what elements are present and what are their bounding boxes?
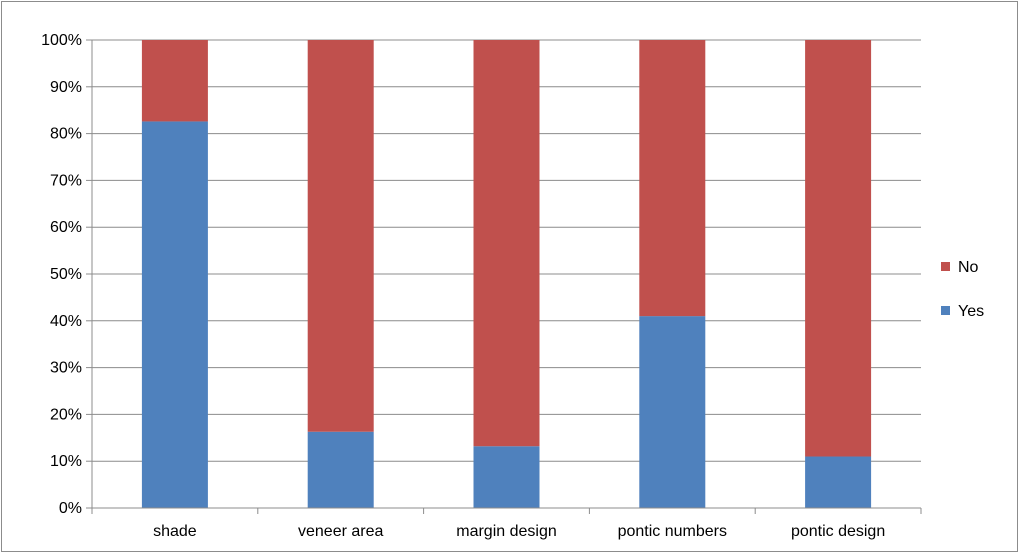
y-axis-ticks: 0% 10% 20% 30% 40% 50% 60% 70% 80% 90% 100%: [41, 32, 92, 517]
bar-yes-shade: [141, 121, 208, 508]
y-tick-label: 80%: [50, 126, 82, 143]
bars: [141, 40, 872, 508]
x-category-label: shade: [153, 523, 197, 540]
bar-no-veneer-area: [307, 40, 374, 432]
bar-yes-veneer-area: [307, 431, 374, 508]
y-tick-label: 70%: [50, 172, 82, 189]
y-tick-label: 30%: [50, 360, 82, 377]
y-tick-label: 20%: [50, 406, 82, 423]
legend-swatch-no: [941, 262, 950, 271]
bar-yes-pontic-design: [805, 456, 872, 508]
legend-label-yes: Yes: [958, 303, 984, 320]
legend-label-no: No: [958, 259, 979, 276]
y-tick-label: 10%: [50, 453, 82, 470]
x-axis-labels: shade veneer area margin design pontic numb…: [153, 523, 885, 540]
x-category-label: margin design: [456, 523, 557, 540]
legend: No Yes: [941, 259, 984, 320]
x-category-label: pontic numbers: [618, 523, 727, 540]
y-tick-label: 100%: [41, 32, 82, 49]
bar-no-margin-design: [473, 40, 540, 447]
bar-yes-margin-design: [473, 446, 540, 508]
bar-no-pontic-design: [805, 40, 872, 457]
y-tick-label: 50%: [50, 266, 82, 283]
y-tick-label: 60%: [50, 219, 82, 236]
y-tick-label: 0%: [59, 500, 82, 517]
y-tick-label: 90%: [50, 79, 82, 96]
bar-no-shade: [141, 40, 208, 122]
bar-no-pontic-numbers: [639, 40, 706, 317]
axes: [91, 40, 922, 514]
x-category-label: veneer area: [298, 523, 383, 540]
x-category-label: pontic design: [791, 523, 885, 540]
y-tick-label: 40%: [50, 313, 82, 330]
bar-yes-pontic-numbers: [639, 316, 706, 508]
legend-swatch-yes: [941, 306, 950, 315]
